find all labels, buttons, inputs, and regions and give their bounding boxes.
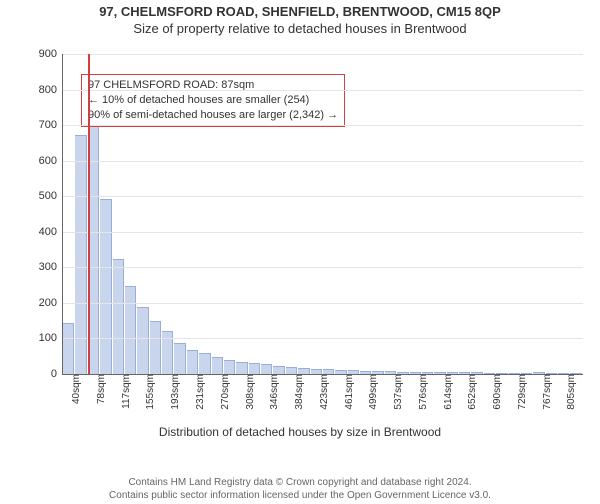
histogram-bar (137, 307, 148, 374)
gridline (63, 303, 583, 304)
gridline (63, 338, 583, 339)
histogram-bar (63, 323, 74, 374)
histogram-bar (113, 259, 124, 374)
gridline (63, 232, 583, 233)
x-tick-label: 423sqm (317, 374, 330, 410)
x-tick-label: 537sqm (391, 374, 404, 410)
histogram-bar (125, 286, 136, 374)
histogram-bar (236, 362, 247, 374)
x-tick-label: 767sqm (540, 374, 553, 410)
footer-line1: Contains HM Land Registry data © Crown c… (0, 476, 600, 489)
x-tick-label: 270sqm (218, 374, 231, 410)
x-tick-label: 805sqm (564, 374, 577, 410)
y-tick-label: 400 (21, 226, 63, 238)
y-tick-label: 100 (21, 332, 63, 344)
plot-region: 97 CHELMSFORD ROAD: 87sqm ← 10% of detac… (62, 54, 583, 375)
gridline (63, 90, 583, 91)
x-tick-label: 499sqm (366, 374, 379, 410)
y-tick-label: 0 (21, 368, 63, 380)
page-title-line1: 97, CHELMSFORD ROAD, SHENFIELD, BRENTWOO… (0, 4, 600, 19)
x-tick-label: 576sqm (416, 374, 429, 410)
x-axis-label: Distribution of detached houses by size … (0, 425, 600, 439)
y-tick-label: 900 (21, 48, 63, 60)
histogram-bar (273, 366, 284, 374)
x-tick-label: 690sqm (490, 374, 503, 410)
y-tick-label: 500 (21, 190, 63, 202)
histogram-bar (100, 199, 111, 374)
x-tick-label: 117sqm (119, 374, 132, 409)
x-tick-label: 78sqm (94, 374, 107, 404)
x-tick-label: 40sqm (69, 374, 82, 404)
histogram-bar (174, 343, 185, 374)
callout-line2: ← 10% of detached houses are smaller (25… (88, 93, 338, 108)
x-tick-label: 231sqm (193, 374, 206, 410)
gridline (63, 196, 583, 197)
histogram-bar (286, 367, 297, 374)
histogram-bar (249, 363, 260, 374)
y-tick-label: 600 (21, 155, 63, 167)
footer-attribution: Contains HM Land Registry data © Crown c… (0, 476, 600, 502)
histogram-bar (212, 357, 223, 374)
x-tick-label: 384sqm (292, 374, 305, 410)
gridline (63, 54, 583, 55)
chart-area: Number of detached properties 97 CHELMSF… (0, 46, 600, 441)
gridline (63, 161, 583, 162)
x-tick-label: 346sqm (267, 374, 280, 410)
callout-box: 97 CHELMSFORD ROAD: 87sqm ← 10% of detac… (81, 74, 345, 127)
x-tick-label: 193sqm (168, 374, 181, 410)
x-tick-label: 729sqm (515, 374, 528, 410)
gridline (63, 267, 583, 268)
gridline (63, 125, 583, 126)
callout-line3: 90% of semi-detached houses are larger (… (88, 108, 338, 123)
y-tick-label: 200 (21, 297, 63, 309)
page-title-line2: Size of property relative to detached ho… (0, 21, 600, 36)
y-tick-label: 800 (21, 84, 63, 96)
y-tick-label: 300 (21, 261, 63, 273)
y-tick-label: 700 (21, 119, 63, 131)
x-tick-label: 308sqm (243, 374, 256, 410)
callout-line1: 97 CHELMSFORD ROAD: 87sqm (88, 78, 338, 93)
histogram-bar (187, 350, 198, 374)
footer-line2: Contains public sector information licen… (0, 489, 600, 502)
histogram-bar (261, 364, 272, 374)
x-tick-label: 461sqm (342, 374, 355, 410)
histogram-bar (150, 321, 161, 374)
x-tick-label: 652sqm (465, 374, 478, 410)
histogram-bar (199, 353, 210, 374)
x-tick-label: 614sqm (441, 374, 454, 410)
property-marker-line (88, 54, 90, 374)
x-tick-label: 155sqm (143, 374, 156, 410)
histogram-bar (224, 360, 235, 375)
